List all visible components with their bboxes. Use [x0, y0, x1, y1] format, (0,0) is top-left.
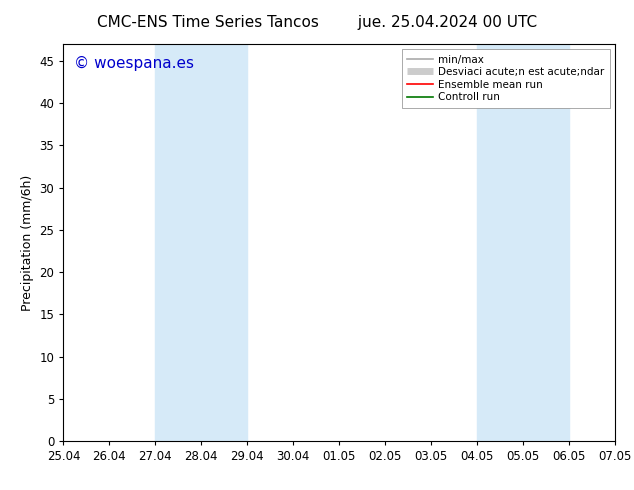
- Bar: [155, 44, 247, 441]
- Y-axis label: Precipitation (mm/6h): Precipitation (mm/6h): [21, 174, 34, 311]
- Text: © woespana.es: © woespana.es: [74, 56, 195, 71]
- Text: CMC-ENS Time Series Tancos        jue. 25.04.2024 00 UTC: CMC-ENS Time Series Tancos jue. 25.04.20…: [97, 15, 537, 30]
- Bar: [477, 44, 569, 441]
- Legend: min/max, Desviaci acute;n est acute;ndar, Ensemble mean run, Controll run: min/max, Desviaci acute;n est acute;ndar…: [402, 49, 610, 107]
